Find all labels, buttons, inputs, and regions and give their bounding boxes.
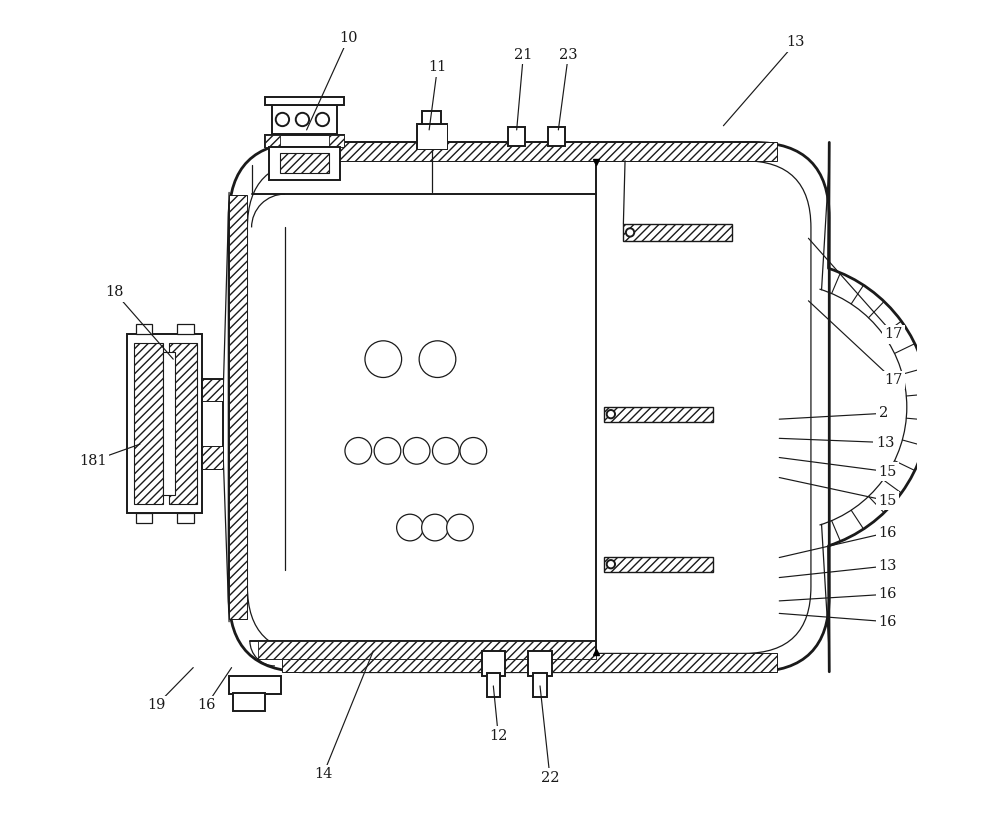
Text: 10: 10 bbox=[339, 31, 358, 45]
Text: 17: 17 bbox=[884, 327, 903, 342]
Text: 17: 17 bbox=[884, 373, 903, 387]
Text: 14: 14 bbox=[314, 767, 332, 782]
Text: 15: 15 bbox=[878, 465, 897, 478]
Text: 13: 13 bbox=[787, 35, 805, 49]
FancyBboxPatch shape bbox=[247, 161, 811, 654]
Bar bbox=[508, 128, 525, 146]
Bar bbox=[136, 324, 152, 334]
Bar bbox=[177, 324, 194, 334]
Bar bbox=[422, 111, 441, 124]
Circle shape bbox=[419, 341, 456, 377]
Bar bbox=[265, 97, 344, 105]
Bar bbox=[233, 692, 265, 711]
Bar bbox=[604, 557, 713, 572]
Bar bbox=[265, 135, 344, 147]
Text: 13: 13 bbox=[876, 436, 894, 449]
Bar bbox=[229, 195, 247, 620]
Circle shape bbox=[345, 438, 372, 464]
Text: 16: 16 bbox=[878, 587, 897, 601]
Text: 13: 13 bbox=[878, 559, 897, 573]
Bar bbox=[177, 514, 194, 524]
Circle shape bbox=[607, 560, 615, 569]
Bar bbox=[528, 651, 552, 676]
Bar bbox=[163, 352, 175, 495]
Text: 22: 22 bbox=[541, 771, 559, 785]
Bar bbox=[269, 147, 340, 180]
Circle shape bbox=[316, 113, 329, 126]
Circle shape bbox=[607, 410, 615, 418]
Bar bbox=[136, 514, 152, 524]
Bar bbox=[280, 154, 329, 173]
Bar bbox=[282, 654, 777, 671]
Circle shape bbox=[432, 438, 459, 464]
Circle shape bbox=[276, 113, 289, 126]
Text: 23: 23 bbox=[559, 48, 578, 62]
Bar bbox=[548, 128, 565, 146]
Bar bbox=[127, 334, 202, 514]
Bar bbox=[169, 343, 197, 504]
Bar bbox=[329, 135, 344, 147]
Circle shape bbox=[374, 438, 401, 464]
Text: 15: 15 bbox=[878, 493, 897, 508]
Bar bbox=[604, 407, 713, 422]
Text: 16: 16 bbox=[878, 615, 897, 629]
Text: 12: 12 bbox=[489, 729, 508, 743]
Circle shape bbox=[626, 228, 634, 236]
Circle shape bbox=[422, 514, 448, 541]
Bar bbox=[134, 343, 163, 504]
Bar bbox=[417, 124, 447, 149]
Bar bbox=[533, 673, 547, 696]
Text: 18: 18 bbox=[106, 286, 124, 300]
Bar bbox=[265, 135, 280, 147]
Circle shape bbox=[403, 438, 430, 464]
Bar bbox=[482, 651, 505, 676]
Text: 181: 181 bbox=[79, 454, 107, 468]
Circle shape bbox=[447, 514, 473, 541]
Circle shape bbox=[365, 341, 402, 377]
Circle shape bbox=[296, 113, 309, 126]
Bar bbox=[282, 143, 777, 161]
Text: 21: 21 bbox=[514, 48, 533, 62]
Text: 11: 11 bbox=[428, 60, 447, 74]
Text: 16: 16 bbox=[878, 525, 897, 539]
Bar bbox=[272, 105, 337, 134]
Text: 2: 2 bbox=[879, 407, 888, 420]
Bar bbox=[229, 676, 281, 694]
FancyBboxPatch shape bbox=[229, 143, 829, 671]
Circle shape bbox=[397, 514, 423, 541]
Bar bbox=[623, 224, 732, 240]
Bar bbox=[258, 641, 596, 660]
Circle shape bbox=[460, 438, 487, 464]
Bar bbox=[202, 379, 223, 468]
Text: 16: 16 bbox=[197, 698, 216, 712]
Bar bbox=[487, 673, 500, 696]
Bar bbox=[202, 379, 223, 402]
Bar bbox=[202, 446, 223, 468]
Bar bbox=[417, 124, 447, 149]
Text: 19: 19 bbox=[147, 698, 166, 712]
